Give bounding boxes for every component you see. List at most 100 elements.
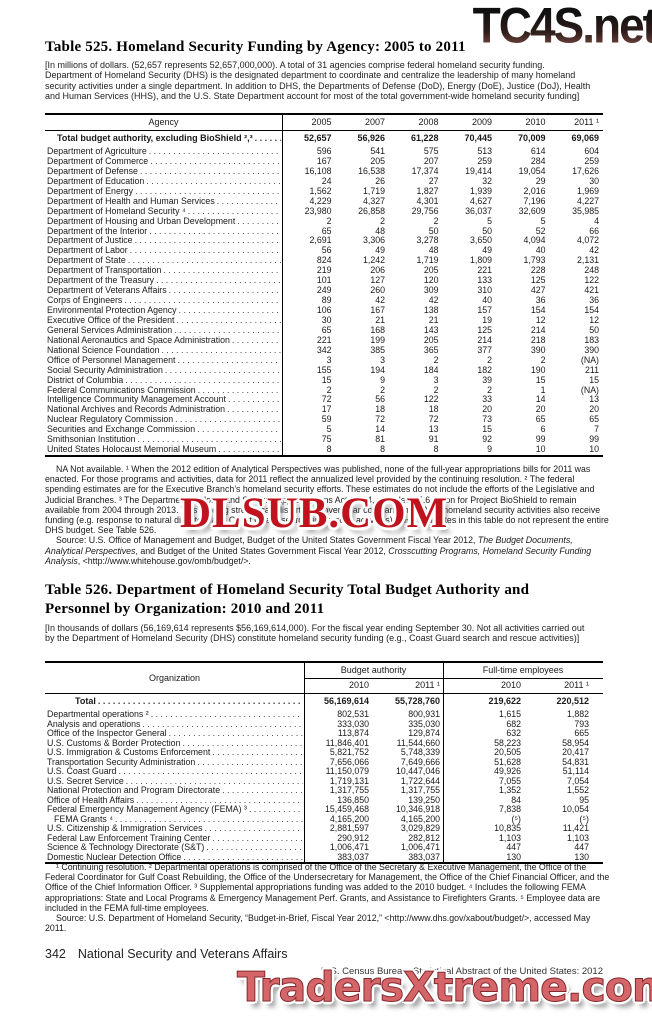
cell-value: 42: [428, 296, 439, 306]
table-row: National Science Foundation 342 385 365 377 3…: [45, 346, 603, 356]
cell-value: 1,722,644: [400, 776, 440, 786]
cell-value: 4,165,200: [329, 814, 369, 824]
cell-value: 122: [584, 276, 599, 286]
table-526-title-line2: Personnel by Organization: 2010 and 2011: [45, 600, 325, 617]
cell-value: 143: [423, 325, 439, 335]
cell-value: 4,094: [523, 236, 546, 246]
table-total-row: Total 56,169,614 55,728,760 219,622 220,512: [45, 694, 603, 708]
cell-value: 154: [584, 306, 599, 315]
cell-value: 220,512: [556, 696, 589, 706]
cell-value: 800,931: [408, 710, 440, 719]
dot-leader: [228, 395, 281, 405]
cell-value: 11,544,660: [396, 738, 440, 748]
cell-value: 4,327: [362, 196, 385, 206]
dot-leader: [169, 729, 303, 739]
row-label: Department of Education: [47, 176, 145, 186]
watermark-tc4s: TC4S.net: [473, 0, 652, 54]
dot-leader: [165, 366, 281, 376]
cell-value: 10,054: [562, 805, 589, 814]
dot-leader: [161, 346, 281, 356]
cell-value: 49,926: [494, 767, 521, 776]
row-spacer: [593, 729, 603, 739]
row-label: FEMA Grants ⁴: [54, 814, 114, 824]
row-spacer: [593, 805, 603, 815]
dot-leader: [237, 217, 281, 227]
table-row: General Services Administration 65 168 143 1…: [45, 326, 603, 336]
row-spacer: [593, 777, 603, 787]
cell-value: 33: [482, 395, 492, 405]
table-row: Departmental operations ² 802,531 800,931 1…: [45, 710, 603, 720]
dot-leader: [135, 187, 281, 197]
cell-value: 365: [423, 345, 439, 355]
column-header-2009: 2009: [471, 117, 492, 127]
row-label: Department of Homeland Security ⁴: [47, 206, 186, 216]
cell-value: 130: [506, 852, 521, 862]
row-label: United States Holocaust Memorial Museum: [47, 445, 217, 455]
row-label: Department of Health and Human Services: [47, 196, 215, 206]
table-526-title-line1: Table 526. Department of Homeland Securi…: [45, 582, 530, 598]
cell-value: 49: [375, 246, 385, 256]
row-spacer: [593, 720, 603, 730]
cell-value: 26: [375, 176, 385, 186]
table-row: Smithsonian Institution 75 81 91 92 99 99: [45, 435, 603, 445]
cell-value: 682: [506, 719, 521, 729]
cell-value: 13: [589, 395, 599, 405]
table-row: Nuclear Regulatory Commission 59 72 72 73 65 6…: [45, 415, 603, 425]
cell-value: 4,301: [416, 196, 439, 206]
row-label: Office of Personnel Management: [47, 355, 176, 365]
row-label: Department of Veterans Affairs: [47, 286, 167, 296]
row-label: Domestic Nuclear Detection Office: [47, 852, 182, 862]
cell-value: 1,317,755: [400, 786, 440, 795]
row-spacer: [593, 739, 603, 749]
column-header-fte-2011: 2011 ¹: [564, 680, 589, 690]
cell-value: 122: [423, 395, 439, 405]
cell-value: 541: [370, 147, 385, 156]
source-segment: , <http://www.whitehouse.gov/omb/budget/…: [77, 555, 251, 566]
row-label: Federal Law Enforcement Training Center: [47, 833, 211, 843]
cell-value: 51,114: [562, 767, 589, 776]
cell-value: 20,417: [562, 748, 589, 757]
cell-value: 377: [477, 345, 492, 355]
cell-value: 1,827: [416, 186, 439, 196]
cell-value: 129,874: [408, 729, 440, 738]
cell-value: 20,505: [494, 748, 521, 757]
cell-value: 3,650: [469, 236, 492, 246]
cell-value: 1,719: [362, 186, 385, 196]
cell-value: 219,622: [488, 696, 521, 706]
cell-value: 19: [482, 315, 492, 325]
cell-value: 106: [316, 306, 332, 315]
cell-value: 48: [428, 246, 439, 256]
cell-value: 65: [535, 415, 546, 425]
row-label: Environmental Protection Agency: [47, 306, 177, 315]
table-row: Department of the Treasury 101 127 120 133 12…: [45, 276, 603, 286]
table-525-body: Total budget authority, excluding BioShi…: [45, 132, 603, 455]
cell-value: 42: [589, 246, 599, 256]
cell-value: 1,006,471: [329, 843, 369, 852]
cell-value: 139,250: [408, 795, 440, 805]
table-row: Corps of Engineers 89 42 42 40 36 36: [45, 296, 603, 306]
cell-value: 91: [428, 435, 439, 445]
source-segment-italic: The Budget Documents, Analytical Perspec…: [45, 535, 573, 556]
cell-value: 4,072: [576, 236, 599, 246]
cell-value: 793: [574, 719, 589, 729]
row-label: Department of Agriculture: [47, 147, 147, 156]
cell-value: 10,447,046: [395, 767, 440, 776]
table-row: Department of State 824 1,242 1,719 1,809 1,7…: [45, 256, 603, 266]
cell-value: 1,793: [523, 256, 546, 266]
cell-value: 49: [482, 246, 492, 256]
table-526-header: Organization Budget authority Full-time …: [45, 663, 603, 694]
row-spacer: [593, 767, 603, 777]
dot-leader: [138, 435, 281, 445]
row-label: Department of Defense: [47, 166, 138, 176]
table-526-body: Total 56,169,614 55,728,760 219,622 220,512 D…: [45, 694, 603, 862]
cell-value: 249: [316, 286, 332, 296]
cell-value: 58,954: [562, 738, 589, 748]
page-number: 342: [45, 947, 66, 961]
dot-leader: [198, 386, 281, 396]
cell-value: 2,691: [309, 236, 332, 246]
cell-value: 1,552: [566, 786, 589, 795]
cell-value: 1,103: [566, 833, 589, 843]
row-label: U.S. Secret Service: [47, 776, 124, 786]
cell-value: 52,657: [303, 133, 332, 143]
cell-value: 8: [433, 445, 439, 455]
